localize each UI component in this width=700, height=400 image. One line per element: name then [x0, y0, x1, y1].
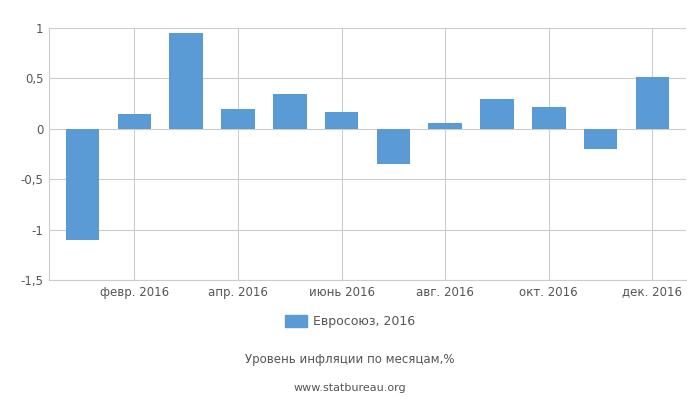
Bar	[584, 129, 617, 149]
Bar	[66, 129, 99, 240]
Bar	[377, 129, 410, 164]
Bar	[221, 109, 255, 129]
Bar	[169, 33, 203, 129]
Bar	[428, 123, 462, 129]
Bar	[273, 94, 307, 129]
Bar	[118, 114, 151, 129]
Bar	[325, 112, 358, 129]
Bar	[532, 107, 566, 129]
Bar	[636, 77, 669, 129]
Bar	[480, 98, 514, 129]
Text: www.statbureau.org: www.statbureau.org	[294, 383, 406, 393]
Text: Уровень инфляции по месяцам,%: Уровень инфляции по месяцам,%	[245, 354, 455, 366]
Legend: Евросоюз, 2016: Евросоюз, 2016	[279, 310, 421, 333]
